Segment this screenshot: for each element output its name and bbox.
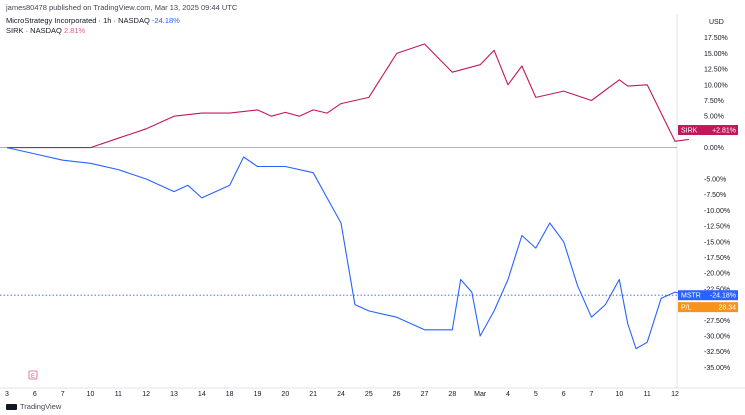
tag-pl-value: 28.34 bbox=[718, 305, 736, 312]
tag-pl-label: P/L bbox=[681, 305, 692, 312]
y-tick-4: 7.50% bbox=[704, 98, 724, 105]
x-tick-13: 25 bbox=[365, 391, 373, 398]
x-tick-6: 13 bbox=[170, 391, 178, 398]
tag-mstr-value: -24.18% bbox=[710, 293, 736, 300]
y-tick-17: -32.50% bbox=[704, 349, 730, 356]
tag-pl-bg bbox=[678, 302, 738, 313]
series-lines bbox=[0, 43, 690, 350]
footer-brand: TradingView bbox=[20, 402, 62, 411]
x-tick-2: 7 bbox=[61, 391, 65, 398]
y-tick-18: -35.00% bbox=[704, 365, 730, 372]
y-tick-3: 10.00% bbox=[704, 82, 728, 89]
y-tick-2: 12.50% bbox=[704, 67, 728, 74]
y-tick-12: -17.50% bbox=[704, 255, 730, 262]
price-tags: SIRK +2.81% MSTR -24.18% P/L 28.34 bbox=[678, 125, 738, 313]
tradingview-footer: TradingView bbox=[6, 402, 61, 411]
legend-mstr-value: -24.18% bbox=[151, 16, 180, 25]
x-tick-20: 6 bbox=[562, 391, 566, 398]
y-tick-10: -12.50% bbox=[704, 224, 730, 231]
legend-sirk-label: SIRK · NASDAQ bbox=[6, 26, 62, 35]
x-tick-8: 18 bbox=[226, 391, 234, 398]
svg-text:E: E bbox=[31, 374, 35, 380]
y-tick-1: 15.00% bbox=[704, 51, 728, 58]
x-tick-1: 6 bbox=[33, 391, 37, 398]
y-tick-5: 5.00% bbox=[704, 114, 724, 121]
tag-sirk-label: SIRK bbox=[681, 128, 698, 135]
timezone-marker[interactable]: E bbox=[28, 370, 38, 380]
tag-mstr-label: MSTR bbox=[681, 293, 701, 300]
x-tick-11: 21 bbox=[309, 391, 317, 398]
x-tick-3: 10 bbox=[87, 391, 95, 398]
x-tick-21: 7 bbox=[590, 391, 594, 398]
series-line-mstr bbox=[6, 147, 690, 350]
series-line-sirk bbox=[7, 43, 689, 149]
x-axis[interactable]: 3 6 7 10 11 12 13 14 18 19 20 21 24 25 26 27 28 Mar 4 5 6 7 10… bbox=[0, 387, 745, 398]
x-tick-7: 14 bbox=[198, 391, 206, 398]
y-tick-14: -22.50% bbox=[704, 286, 730, 293]
x-tick-17: Mar bbox=[474, 391, 487, 398]
x-tick-22: 10 bbox=[615, 391, 623, 398]
legend-row-mstr: MicroStrategy Incorporated · 1h · NASDAQ… bbox=[6, 16, 180, 25]
tradingview-logo-icon bbox=[6, 403, 17, 410]
y-tick-11: -15.00% bbox=[704, 239, 730, 246]
y-axis[interactable]: USD 17.50% 15.00% 12.50% 10.00% 7.50% 5.00% 0.0… bbox=[676, 14, 730, 388]
tag-mstr-bg bbox=[678, 290, 738, 301]
x-tick-12: 24 bbox=[337, 391, 345, 398]
x-tick-9: 19 bbox=[254, 391, 262, 398]
y-tick-6: 0.00% bbox=[704, 145, 724, 152]
x-tick-19: 5 bbox=[534, 391, 538, 398]
x-tick-14: 26 bbox=[393, 391, 401, 398]
y-axis-unit: USD bbox=[709, 19, 724, 26]
x-tick-24: 12 bbox=[671, 391, 679, 398]
tag-sirk-bg bbox=[678, 125, 738, 136]
x-tick-0: 3 bbox=[5, 391, 9, 398]
y-tick-15: -27.50% bbox=[704, 318, 730, 325]
x-tick-4: 11 bbox=[115, 391, 122, 398]
x-tick-16: 28 bbox=[448, 391, 456, 398]
publisher-line: james80478 published on TradingView.com,… bbox=[6, 3, 238, 12]
x-tick-15: 27 bbox=[421, 391, 429, 398]
x-tick-5: 12 bbox=[142, 391, 150, 398]
x-tick-23: 11 bbox=[644, 391, 651, 398]
tag-sirk-value: +2.81% bbox=[712, 128, 736, 135]
y-tick-7: -5.00% bbox=[704, 177, 726, 184]
legend-row-sirk: SIRK · NASDAQ 2.81% bbox=[6, 26, 85, 35]
y-tick-9: -10.00% bbox=[704, 208, 730, 215]
y-tick-0: 17.50% bbox=[704, 35, 728, 42]
y-tick-16: -30.00% bbox=[704, 334, 730, 341]
y-tick-13: -20.00% bbox=[704, 271, 730, 278]
x-tick-10: 20 bbox=[281, 391, 289, 398]
y-tick-8: -7.50% bbox=[704, 192, 726, 199]
legend-sirk-value: 2.81% bbox=[63, 26, 86, 35]
x-tick-18: 4 bbox=[506, 391, 510, 398]
legend-mstr-label: MicroStrategy Incorporated · 1h · NASDAQ bbox=[6, 16, 150, 25]
